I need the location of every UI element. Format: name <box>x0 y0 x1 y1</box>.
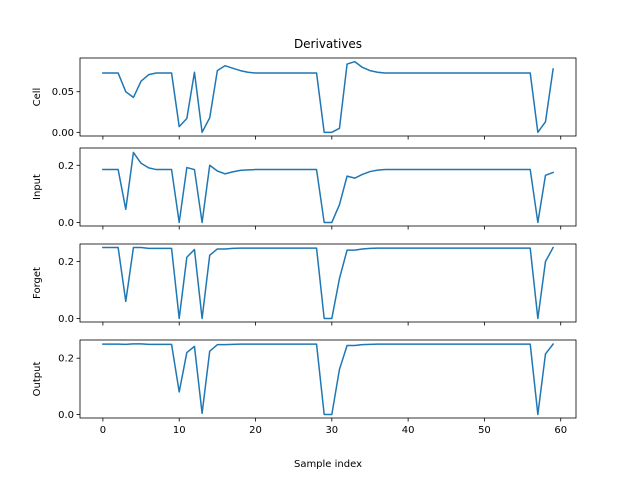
axes-frame <box>79 339 577 419</box>
x-tick-label: 10 <box>173 425 186 436</box>
series-line-output <box>102 343 555 416</box>
y-tick-label: 0.2 <box>58 354 74 365</box>
y-tick-label: 0.2 <box>58 257 74 268</box>
x-axis-label: Sample index <box>294 459 362 470</box>
y-tick-label: 0.0 <box>58 314 74 325</box>
series-line-input <box>102 151 555 224</box>
x-tick-label: 50 <box>478 425 491 436</box>
axes-frame <box>79 147 577 227</box>
y-tick-label: 0.0 <box>58 218 74 229</box>
subplot-output: 0.0 0.2 0 10 20 30 40 50 60 Output <box>32 339 577 436</box>
y-axis-label: Output <box>32 362 43 397</box>
y-axis-label: Input <box>32 174 43 200</box>
x-tick-label: 30 <box>325 425 338 436</box>
axes-frame <box>79 243 577 323</box>
y-axis-label: Cell <box>32 88 43 107</box>
subplot-panels: 0.000.05Cell0.00.2Input0.00.2Forget0.00.… <box>32 57 577 436</box>
axes-frame <box>79 57 577 137</box>
x-tick-label: 60 <box>554 425 567 436</box>
subplot-cell: 0.00 0.05 Cell <box>32 57 577 140</box>
y-tick-label: 0.2 <box>58 161 74 172</box>
y-tick-label: 0.05 <box>52 87 74 98</box>
x-tick-label: 40 <box>402 425 415 436</box>
chart-title: Derivatives <box>294 37 362 51</box>
x-tick-label: 0 <box>100 425 106 436</box>
y-tick-label: 0.0 <box>58 410 74 421</box>
x-tick-label: 20 <box>249 425 262 436</box>
series-line-cell <box>102 60 554 134</box>
y-axis-label: Forget <box>32 267 43 299</box>
subplot-forget: 0.0 0.2 Forget <box>32 243 577 326</box>
series-line-forget <box>102 246 555 320</box>
y-tick-label: 0.00 <box>52 128 74 139</box>
subplot-input: 0.0 0.2 Input <box>32 147 577 230</box>
